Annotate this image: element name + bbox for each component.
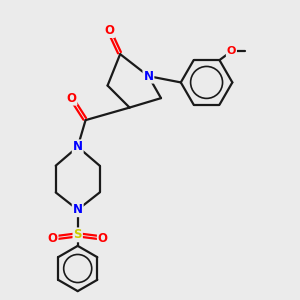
Text: O: O (66, 92, 76, 105)
Text: N: N (73, 203, 83, 216)
Text: N: N (143, 70, 153, 83)
Text: O: O (104, 24, 114, 37)
Text: O: O (48, 232, 58, 244)
Text: O: O (98, 232, 108, 244)
Text: O: O (227, 46, 236, 56)
Text: N: N (73, 140, 83, 153)
Text: S: S (74, 228, 82, 242)
